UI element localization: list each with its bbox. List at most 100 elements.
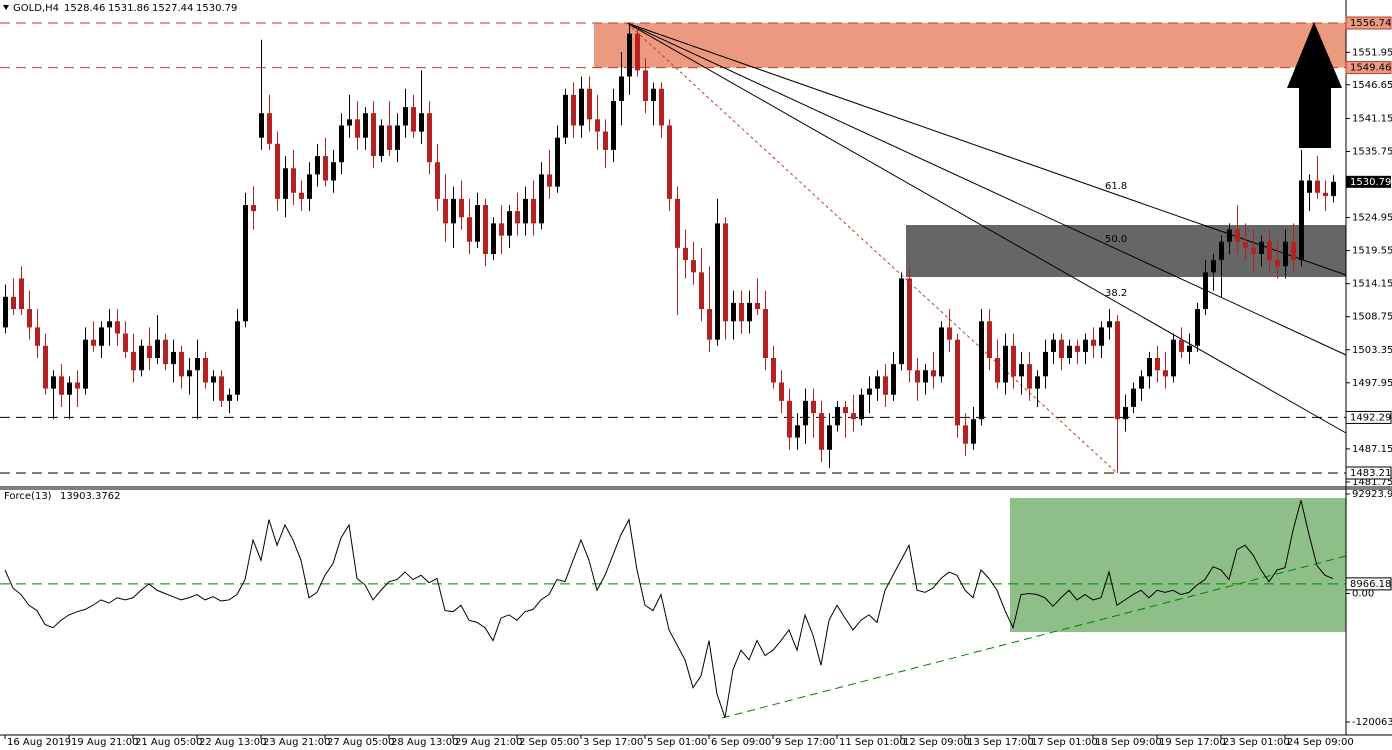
candle-body [1235,229,1240,242]
candle-body [1139,376,1144,389]
fib-label: 50.0 [1105,234,1127,245]
candle-body [283,168,288,199]
x-tick-label: 21 Aug 05:00 [135,737,202,748]
candle-body [491,223,496,254]
candle-body [587,88,592,120]
fan-line [626,22,1347,276]
candle-body [347,119,352,126]
fib-label: 61.8 [1105,181,1127,192]
candle-body [1099,327,1104,346]
candle-body [371,113,376,157]
candle-body [939,327,944,377]
header-high: 1531.86 [108,3,149,14]
candle-body [1267,241,1272,261]
candle-body [739,302,744,322]
candle-body [827,425,832,450]
candle-body [243,205,248,322]
candle-body [1283,241,1288,267]
candle-body [563,94,568,138]
candle-body [715,223,720,340]
candle-body [147,345,152,359]
candle-body [323,156,328,181]
level-label: 1492.29 [1350,412,1391,423]
candle-body [1211,260,1216,273]
header-low: 1527.44 [152,3,193,14]
candle-body [547,174,552,187]
candle-body [659,88,664,126]
candle-body [523,198,528,224]
level-label: 1556.74 [1350,18,1391,29]
candle-body [1059,339,1064,359]
candle-body [11,296,16,310]
candle-body [1259,241,1264,254]
candle-body [723,223,728,322]
candle-body [1155,358,1160,371]
up-arrow [1287,22,1342,148]
candle-body [571,94,576,126]
y-tick-label: 1535.75 [1352,146,1392,157]
candle-body [1219,241,1224,261]
candle-body [107,321,112,328]
level-label-box [1345,577,1392,591]
header-open: 1528.46 [64,3,105,14]
candle-body [1315,180,1320,193]
candle-body [643,70,648,101]
candle-body [51,376,56,389]
candle-body [379,125,384,157]
candle-body [1331,181,1336,197]
force-trend-line [721,555,1347,719]
candle-body [1051,339,1056,352]
axes: 1551.95 1546.65 1541.15 1535.75 1524.95 1519.… [4,16,1392,748]
x-tick-label: 28 Aug 13:00 [391,737,458,748]
candle-body [171,351,176,365]
candle-body [627,33,632,77]
candle-body [251,205,256,212]
candle-body [59,376,64,395]
candle-body [603,131,608,150]
candle-body [1227,229,1232,242]
candle-body [83,339,88,389]
candle-body [499,223,504,236]
candle-body [3,296,8,328]
candle-body [611,100,616,150]
candle-body [395,125,400,150]
y-tick-label: -120063.5 [1352,717,1392,728]
level-label: 1549.46 [1350,63,1391,74]
candle-body [475,205,480,242]
candle-body [1195,309,1200,346]
candle-body [139,345,144,371]
candle-body [539,174,544,224]
candle-body [1091,339,1096,346]
candle-body [755,302,760,310]
candle-body [1075,345,1080,352]
candle-body [27,309,32,328]
candle-body [931,370,936,377]
candle-body [403,107,408,126]
y-tick-label: 1514.15 [1352,279,1392,290]
candle-body [1307,180,1312,193]
candle-body [675,198,680,248]
current-price-label: 1530.79 [1350,177,1391,188]
candle-body [803,400,808,426]
candle-body [763,309,768,359]
candle-body [1123,406,1128,420]
indicator-value: 13903.3762 [60,491,120,502]
x-tick-label: 2 Sep 05:00 [519,737,579,748]
candle-body [683,247,688,261]
candle-body [851,413,856,420]
candle-body [667,125,672,199]
candle-body [435,162,440,199]
candle-body [259,113,264,138]
menu-triangle[interactable] [3,5,9,10]
x-tick-label: 6 Sep 09:00 [711,737,771,748]
fan-lines [626,22,1347,434]
candle-body [315,156,320,175]
y-tick-label: 1487.15 [1352,444,1392,455]
candle-body [235,321,240,395]
candle-body [203,358,208,383]
y-tick-label: 1481.75 [1352,477,1392,488]
candle-body [1003,345,1008,383]
header-close: 1530.79 [196,3,237,14]
